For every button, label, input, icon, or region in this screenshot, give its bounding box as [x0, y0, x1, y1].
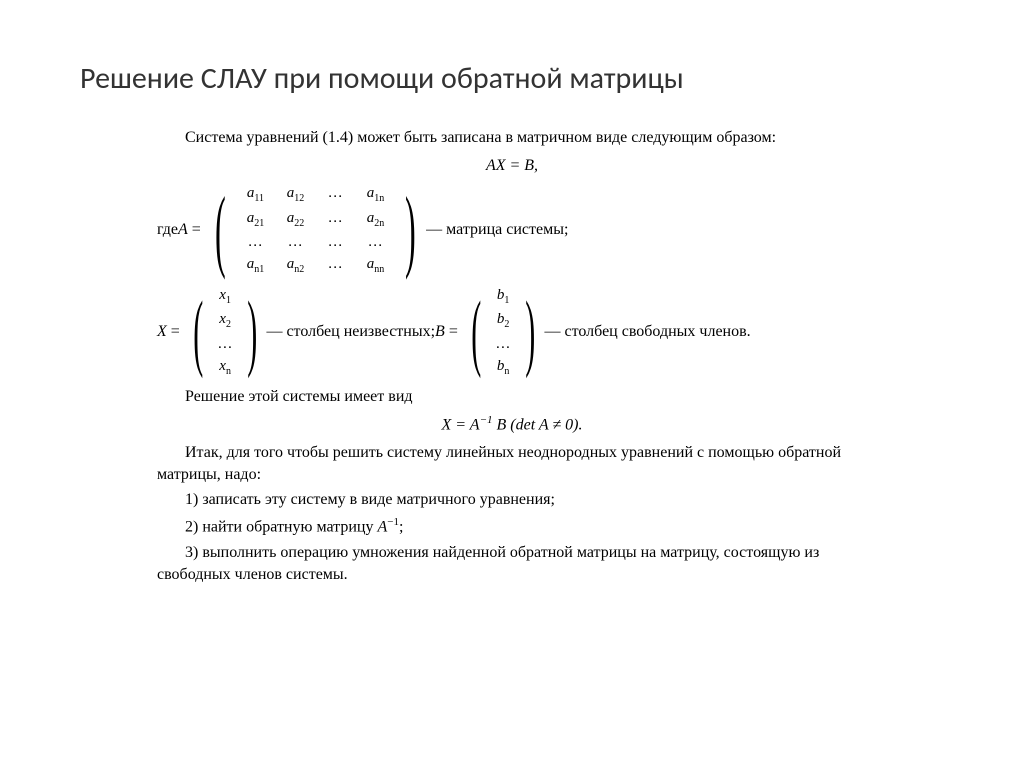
slide: Решение СЛАУ при помощи обратной матрицы…	[0, 0, 1024, 585]
body-text: Система уравнений (1.4) может быть запис…	[157, 127, 867, 585]
equals-sign: =	[167, 321, 184, 343]
matrix-a-var: A	[178, 219, 188, 241]
left-paren-icon: (	[215, 193, 226, 267]
right-paren-icon: )	[247, 297, 257, 366]
step-2: 2) найти обратную матрицу A−1;	[157, 515, 867, 538]
equation-axb: AX = B,	[157, 155, 867, 177]
vector-x: ( x1 x2 … xn )	[184, 284, 267, 380]
right-paren-icon: )	[525, 297, 535, 366]
step-3: 3) выполнить операцию умножения найденно…	[157, 542, 867, 585]
vector-b-desc: — столбец свободных членов.	[544, 321, 750, 343]
vectors-definition: X = ( x1 x2 … xn ) — столбец неизвестных…	[157, 284, 867, 380]
intro-paragraph: Система уравнений (1.4) может быть запис…	[157, 127, 867, 149]
equation-solution: X = A−1 B (det A ≠ 0).	[157, 413, 867, 436]
matrix-a-cells: a11 a12 … a1n a21 a22 … a2n … … …	[235, 182, 395, 278]
left-paren-icon: (	[471, 297, 481, 366]
vector-x-desc: — столбец неизвестных;	[266, 321, 435, 343]
vector-b-var: B	[435, 321, 445, 343]
vector-x-var: X	[157, 321, 167, 343]
equals-sign: =	[445, 321, 462, 343]
left-paren-icon: (	[193, 297, 203, 366]
slide-title: Решение СЛАУ при помощи обратной матрицы	[80, 60, 944, 97]
vector-b: ( b1 b2 … bn )	[462, 284, 545, 380]
where-label: где	[157, 219, 178, 241]
vector-b-cells: b1 b2 … bn	[491, 284, 516, 380]
matrix-a: ( a11 a12 … a1n a21 a22 … a2n	[205, 182, 426, 278]
matrix-a-definition: где A = ( a11 a12 … a1n a21 a22 …	[157, 182, 867, 278]
equals-sign: =	[188, 219, 205, 241]
step-1: 1) записать эту систему в виде матричног…	[157, 489, 867, 511]
conclusion-paragraph: Итак, для того чтобы решить систему лине…	[157, 442, 867, 485]
solution-intro: Решение этой системы имеет вид	[157, 386, 867, 408]
right-paren-icon: )	[405, 193, 416, 267]
matrix-a-desc: — матрица системы;	[426, 219, 568, 241]
vector-x-cells: x1 x2 … xn	[212, 284, 237, 380]
